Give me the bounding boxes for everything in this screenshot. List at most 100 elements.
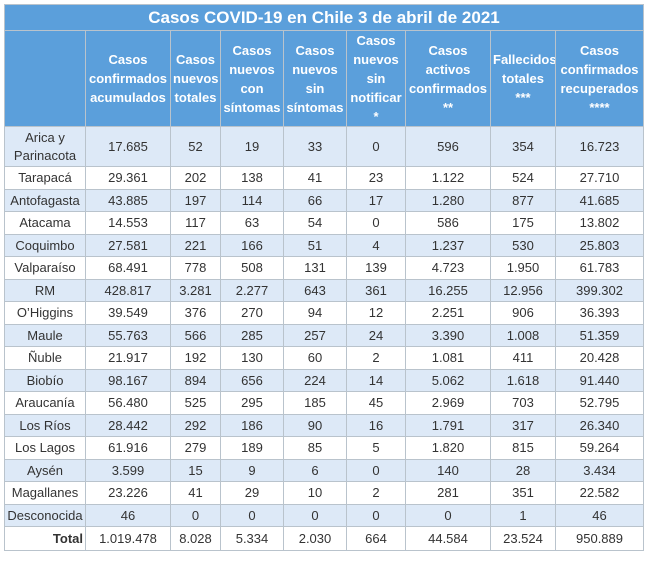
cell-value: 2.030 — [283, 526, 347, 551]
data-row: O’Higgins 39.549 376 270 94 12 2.251 906 36.393 — [4, 301, 644, 325]
cell-value: 23.524 — [490, 526, 556, 551]
region-name: Los Lagos — [4, 436, 86, 460]
cell-value: 1.791 — [405, 413, 491, 437]
cell-value: 285 — [220, 323, 284, 347]
cell-value: 221 — [170, 233, 221, 257]
cell-value: 43.885 — [85, 188, 171, 212]
cell-value: 656 — [220, 368, 284, 392]
cell-value: 21.917 — [85, 346, 171, 370]
cell-value: 41 — [283, 166, 347, 190]
cell-value: 12.956 — [490, 278, 556, 302]
cell-value: 815 — [490, 436, 556, 460]
cell-value: 0 — [283, 503, 347, 527]
region-name: Coquimbo — [4, 233, 86, 257]
total-row: Total 1.019.478 8.028 5.334 2.030 664 44.584 23… — [4, 526, 644, 551]
data-row: Araucanía 56.480 525 295 185 45 2.969 703 52.795 — [4, 391, 644, 415]
cell-value: 27.710 — [555, 166, 644, 190]
cell-value: 530 — [490, 233, 556, 257]
region-name: Total — [4, 526, 86, 551]
cell-value: 894 — [170, 368, 221, 392]
cell-value: 950.889 — [555, 526, 644, 551]
cell-value: 16 — [346, 413, 406, 437]
cell-value: 1.820 — [405, 436, 491, 460]
column-header: Casos confirmados acumulados — [85, 30, 171, 127]
cell-value: 3.434 — [555, 458, 644, 482]
cell-value: 54 — [283, 211, 347, 235]
cell-value: 566 — [170, 323, 221, 347]
cell-value: 4.723 — [405, 256, 491, 280]
region-name: Los Ríos — [4, 413, 86, 437]
cell-value: 317 — [490, 413, 556, 437]
cell-value: 6 — [283, 458, 347, 482]
cell-value: 166 — [220, 233, 284, 257]
header-row: Casos confirmados acumulados Casos nuevos… — [4, 30, 644, 127]
data-row: Biobío 98.167 894 656 224 14 5.062 1.618 91.440 — [4, 368, 644, 392]
cell-value: 0 — [220, 503, 284, 527]
cell-value: 60 — [283, 346, 347, 370]
cell-value: 292 — [170, 413, 221, 437]
column-header: Casos confirmados recuperados **** — [555, 30, 644, 127]
cell-value: 139 — [346, 256, 406, 280]
table-wrapper: Casos COVID-19 en Chile 3 de abril de 20… — [4, 4, 644, 551]
cell-value: 94 — [283, 301, 347, 325]
cell-value: 5 — [346, 436, 406, 460]
cell-value: 1.280 — [405, 188, 491, 212]
region-name: Araucanía — [4, 391, 86, 415]
cell-value: 36.393 — [555, 301, 644, 325]
table-title: Casos COVID-19 en Chile 3 de abril de 20… — [4, 4, 644, 31]
cell-value: 5.334 — [220, 526, 284, 551]
cell-value: 14 — [346, 368, 406, 392]
cell-value: 1.122 — [405, 166, 491, 190]
cell-value: 586 — [405, 211, 491, 235]
cell-value: 703 — [490, 391, 556, 415]
cell-value: 41 — [170, 481, 221, 505]
cell-value: 16.723 — [555, 126, 644, 167]
data-row: Los Ríos 28.442 292 186 90 16 1.791 317 26.340 — [4, 413, 644, 437]
cell-value: 192 — [170, 346, 221, 370]
cell-value: 1.618 — [490, 368, 556, 392]
cell-value: 281 — [405, 481, 491, 505]
cell-value: 51 — [283, 233, 347, 257]
cell-value: 906 — [490, 301, 556, 325]
cell-value: 0 — [346, 458, 406, 482]
cell-value: 66 — [283, 188, 347, 212]
cell-value: 41.685 — [555, 188, 644, 212]
cell-value: 61.783 — [555, 256, 644, 280]
data-row: Maule 55.763 566 285 257 24 3.390 1.008 51.359 — [4, 323, 644, 347]
column-header: Casos nuevos sin síntomas — [283, 30, 347, 127]
column-header: Fallecidos totales *** — [490, 30, 556, 127]
cell-value: 59.264 — [555, 436, 644, 460]
region-name: Desconocida — [4, 503, 86, 527]
cell-value: 17.685 — [85, 126, 171, 167]
cell-value: 1.950 — [490, 256, 556, 280]
cell-value: 13.802 — [555, 211, 644, 235]
cell-value: 524 — [490, 166, 556, 190]
cell-value: 1.008 — [490, 323, 556, 347]
cell-value: 399.302 — [555, 278, 644, 302]
cell-value: 117 — [170, 211, 221, 235]
region-name: Maule — [4, 323, 86, 347]
data-row: Magallanes 23.226 41 29 10 2 281 351 22.582 — [4, 481, 644, 505]
cell-value: 5.062 — [405, 368, 491, 392]
cell-value: 25.803 — [555, 233, 644, 257]
cell-value: 10 — [283, 481, 347, 505]
cell-value: 130 — [220, 346, 284, 370]
data-row: Valparaíso 68.491 778 508 131 139 4.723 1.950 61… — [4, 256, 644, 280]
data-row: RM 428.817 3.281 2.277 643 361 16.255 12.956 399… — [4, 278, 644, 302]
cell-value: 23.226 — [85, 481, 171, 505]
cell-value: 17 — [346, 188, 406, 212]
cell-value: 15 — [170, 458, 221, 482]
cell-value: 361 — [346, 278, 406, 302]
cell-value: 0 — [170, 503, 221, 527]
region-name: Ñuble — [4, 346, 86, 370]
column-header: Casos nuevos sin notificar * — [346, 30, 406, 127]
data-row: Ñuble 21.917 192 130 60 2 1.081 411 20.428 — [4, 346, 644, 370]
covid-table: Casos COVID-19 en Chile 3 de abril de 20… — [4, 4, 644, 551]
cell-value: 778 — [170, 256, 221, 280]
cell-value: 0 — [405, 503, 491, 527]
cell-value: 189 — [220, 436, 284, 460]
cell-value: 23 — [346, 166, 406, 190]
cell-value: 29 — [220, 481, 284, 505]
cell-value: 3.281 — [170, 278, 221, 302]
cell-value: 20.428 — [555, 346, 644, 370]
